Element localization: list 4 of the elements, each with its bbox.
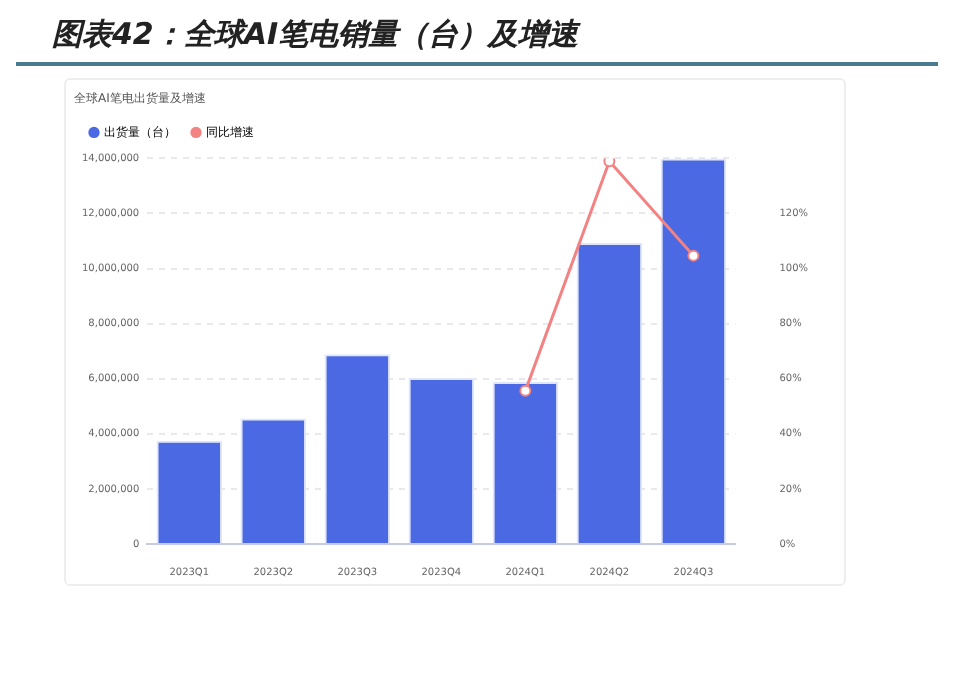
point: [603, 158, 616, 168]
chart-title: 图表42：全球AI笔电销量（台）及增速: [16, 16, 938, 66]
point: [687, 249, 700, 262]
point: [519, 384, 532, 397]
